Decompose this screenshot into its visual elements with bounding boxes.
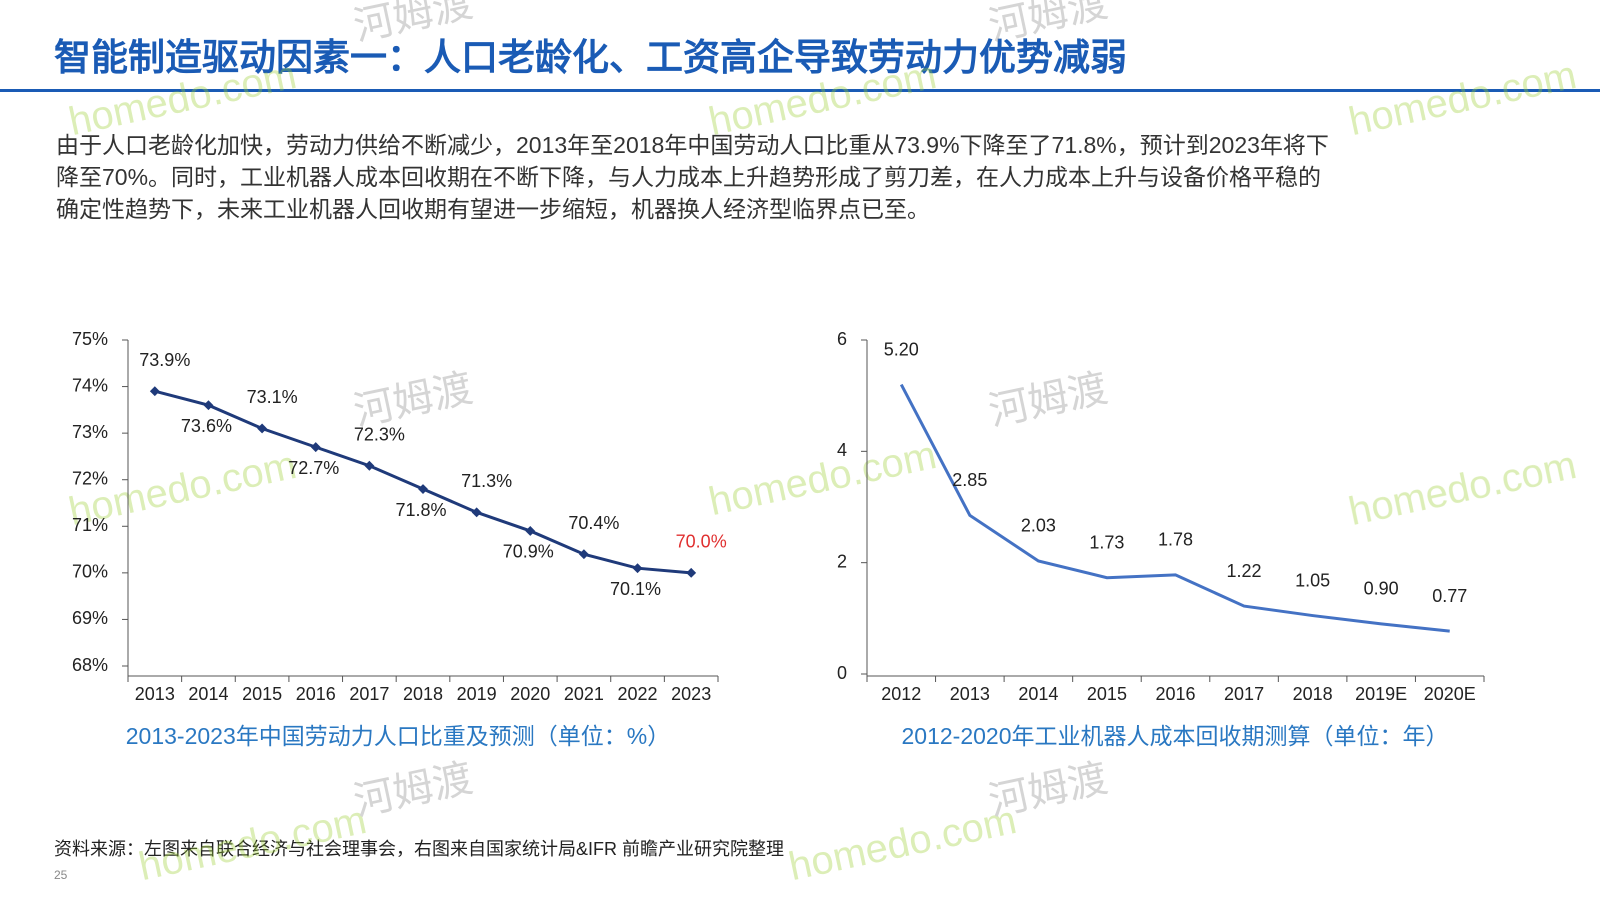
x-tick-label: 2018 <box>403 684 443 704</box>
data-label: 73.9% <box>139 350 190 370</box>
marker <box>149 386 160 397</box>
marker <box>364 460 375 471</box>
data-label: 0.77 <box>1432 586 1467 606</box>
x-tick-label: 2020 <box>510 684 550 704</box>
y-tick-label: 68% <box>72 655 108 675</box>
marker <box>632 563 643 574</box>
x-tick-label: 2012 <box>881 684 921 704</box>
page-number: 25 <box>54 868 68 882</box>
y-tick-label: 74% <box>72 375 108 395</box>
data-label: 72.3% <box>354 424 405 444</box>
marker <box>257 423 268 434</box>
y-tick-label: 4 <box>837 440 847 460</box>
data-label: 70.4% <box>568 513 619 533</box>
x-tick-label: 2016 <box>296 684 336 704</box>
data-label: 1.22 <box>1227 561 1262 581</box>
data-label: 1.78 <box>1158 530 1193 550</box>
y-tick-label: 75% <box>72 329 108 349</box>
x-tick-label: 2017 <box>1224 684 1264 704</box>
y-tick-label: 71% <box>72 515 108 535</box>
body-line: 由于人口老龄化加快，劳动力供给不断减少，2013年至2018年中国劳动人口比重从… <box>56 132 1329 158</box>
chart-title: 2012-2020年工业机器人成本回收期测算（单位：年） <box>902 723 1449 749</box>
data-label: 2.03 <box>1021 516 1056 536</box>
data-label: 71.3% <box>461 471 512 491</box>
slide-title: 智能制造驱动因素一：人口老龄化、工资高企导致劳动力优势减弱 <box>54 36 1127 78</box>
y-tick-label: 70% <box>72 562 108 582</box>
data-label: 70.9% <box>503 542 554 562</box>
data-label: 1.73 <box>1089 532 1124 552</box>
title-rule <box>0 89 1600 92</box>
y-tick-label: 72% <box>72 468 108 488</box>
marker <box>310 442 321 453</box>
data-label: 1.05 <box>1295 570 1330 590</box>
x-tick-label: 2023 <box>671 684 711 704</box>
x-tick-label: 2019E <box>1355 684 1407 704</box>
x-tick-label: 2015 <box>1087 684 1127 704</box>
x-tick-label: 2017 <box>349 684 389 704</box>
y-tick-label: 2 <box>837 551 847 571</box>
body-line: 降至70%。同时，工业机器人成本回收期在不断下降，与人力成本上升趋势形成了剪刀差… <box>56 164 1321 190</box>
data-label: 73.1% <box>247 387 298 407</box>
chart-title: 2013-2023年中国劳动力人口比重及预测（单位：%） <box>126 723 670 749</box>
data-label: 5.20 <box>884 339 919 359</box>
y-tick-label: 0 <box>837 663 847 683</box>
x-tick-label: 2013 <box>135 684 175 704</box>
x-tick-label: 2019 <box>457 684 497 704</box>
x-tick-label: 2014 <box>1018 684 1058 704</box>
y-tick-label: 73% <box>72 422 108 442</box>
x-tick-label: 2015 <box>242 684 282 704</box>
x-tick-label: 2021 <box>564 684 604 704</box>
x-tick-label: 2020E <box>1424 684 1476 704</box>
marker <box>578 549 589 560</box>
x-tick-label: 2022 <box>618 684 658 704</box>
body-line: 确定性趋势下，未来工业机器人回收期有望进一步缩短，机器换人经济型临界点已至。 <box>56 196 930 222</box>
data-label: 72.7% <box>288 458 339 478</box>
x-tick-label: 2014 <box>188 684 228 704</box>
marker <box>203 400 214 411</box>
data-label: 73.6% <box>181 416 232 436</box>
marker <box>525 525 536 536</box>
x-tick-label: 2018 <box>1293 684 1333 704</box>
data-label: 0.90 <box>1364 579 1399 599</box>
marker <box>686 567 697 578</box>
y-tick-label: 6 <box>837 329 847 349</box>
marker <box>418 484 428 494</box>
source-note: 资料来源：左图来自联合经济与社会理事会，右图来自国家统计局&IFR 前瞻产业研究… <box>54 839 784 859</box>
data-label: 70.0% <box>676 532 727 552</box>
x-tick-label: 2016 <box>1155 684 1195 704</box>
data-label: 2.85 <box>952 470 987 490</box>
marker <box>471 507 482 518</box>
data-line <box>899 383 1450 633</box>
data-label: 70.1% <box>610 579 661 599</box>
data-label: 71.8% <box>395 500 446 520</box>
y-tick-label: 69% <box>72 608 108 628</box>
x-tick-label: 2013 <box>950 684 990 704</box>
